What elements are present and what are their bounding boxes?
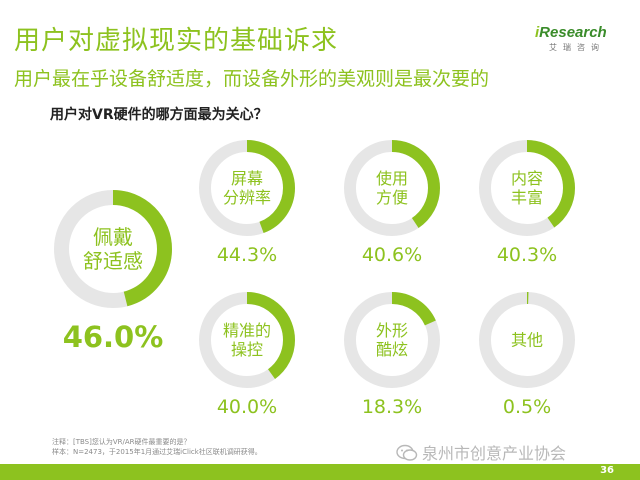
- footnote-sample: 样本：N=2473，于2015年1月通过艾瑞iClick社区联机调研获得。: [52, 448, 262, 457]
- ring-svg: [344, 292, 440, 388]
- progress-ring: 屏幕 分辨率: [199, 140, 295, 236]
- metric-label: 外形 酷炫: [344, 321, 440, 359]
- bottom-bar: 36: [0, 464, 640, 480]
- ring-svg: [199, 140, 295, 236]
- logo-text: Research: [539, 24, 607, 41]
- progress-ring: 其他: [479, 292, 575, 388]
- metric-label-line2: 方便: [375, 188, 408, 207]
- metric-other: 其他 0.5%: [472, 292, 582, 418]
- metric-label-line2: 分辨率: [222, 188, 271, 207]
- ring-progress-arc: [199, 140, 295, 236]
- progress-ring: 内容 丰富: [479, 140, 575, 236]
- progress-ring: 外形 酷炫: [344, 292, 440, 388]
- metric-label: 屏幕 分辨率: [199, 169, 295, 207]
- metric-value: 0.5%: [502, 396, 552, 418]
- metric-value: 40.3%: [496, 244, 558, 266]
- footnote-note: 注释：[TBS]您认为VR/AR硬件最重要的是？: [52, 438, 191, 446]
- page-subtitle: 用户最在乎设备舒适度，而设备外形的美观则是最次要的: [14, 68, 490, 90]
- ring-progress-arc: [199, 292, 295, 388]
- metric-label: 精准的 操控: [199, 321, 295, 359]
- ring-progress-arc: [344, 140, 440, 236]
- metric-label: 其他: [479, 330, 575, 349]
- metric-cool-appearance: 外形 酷炫 18.3%: [337, 292, 447, 418]
- ring-svg: [479, 292, 575, 388]
- metric-label-line2: 操控: [230, 340, 263, 359]
- metric-precise-control: 精准的 操控 40.0%: [192, 292, 302, 418]
- ring-progress-arc: [479, 140, 575, 236]
- metric-label-line1: 其他: [510, 330, 543, 350]
- logo-wordmark: iResearch: [535, 24, 607, 41]
- ring-progress-arc: [344, 292, 440, 388]
- metric-label-line2: 舒适感: [83, 249, 143, 273]
- ring-progress-arc: [54, 190, 172, 308]
- metric-label: 佩戴 舒适感: [54, 225, 172, 273]
- metric-label-line1: 外形: [375, 320, 408, 340]
- metric-label-line2: 酷炫: [375, 340, 408, 359]
- progress-ring: 使用 方便: [344, 140, 440, 236]
- page-title: 用户对虚拟现实的基础诉求: [14, 26, 339, 56]
- metric-value: 18.3%: [361, 396, 423, 418]
- metric-resolution: 屏幕 分辨率 44.3%: [192, 140, 302, 266]
- survey-question: 用户对VR硬件的哪方面最为关心？: [50, 107, 268, 123]
- ring-svg: [54, 190, 172, 308]
- ring-svg: [479, 140, 575, 236]
- metric-label: 使用 方便: [344, 169, 440, 207]
- metric-label-line1: 佩戴: [93, 225, 133, 249]
- metric-value: 40.0%: [216, 396, 278, 418]
- metric-label-line1: 内容: [510, 168, 543, 188]
- metric-label-line1: 使用: [375, 168, 408, 188]
- metric-value: 44.3%: [216, 244, 278, 266]
- page-number: 36: [600, 465, 614, 476]
- watermark: 泉州市创意产业协会: [396, 440, 566, 466]
- metric-rich-content: 内容 丰富 40.3%: [472, 140, 582, 266]
- footnote: 注释：[TBS]您认为VR/AR硬件最重要的是？ 样本：N=2473，于2015…: [52, 437, 262, 457]
- ring-svg: [199, 292, 295, 388]
- metric-label-line2: 丰富: [510, 188, 543, 207]
- metric-value: 40.6%: [361, 244, 423, 266]
- metric-comfort: 佩戴 舒适感 46.0%: [48, 190, 178, 354]
- metric-label-line1: 精准的: [222, 320, 271, 340]
- wechat-icon: [396, 444, 418, 466]
- metric-label-line1: 屏幕: [230, 168, 263, 188]
- metric-ease-of-use: 使用 方便 40.6%: [337, 140, 447, 266]
- metric-label: 内容 丰富: [479, 169, 575, 207]
- watermark-text: 泉州市创意产业协会: [422, 444, 567, 463]
- logo-subtitle: 艾瑞咨询: [549, 43, 605, 52]
- iresearch-logo: iResearch 艾瑞咨询: [535, 24, 613, 54]
- metric-value: 46.0%: [62, 320, 164, 354]
- ring-svg: [344, 140, 440, 236]
- progress-ring: 精准的 操控: [199, 292, 295, 388]
- ring-progress-arc: [479, 292, 575, 388]
- progress-ring: 佩戴 舒适感: [54, 190, 172, 308]
